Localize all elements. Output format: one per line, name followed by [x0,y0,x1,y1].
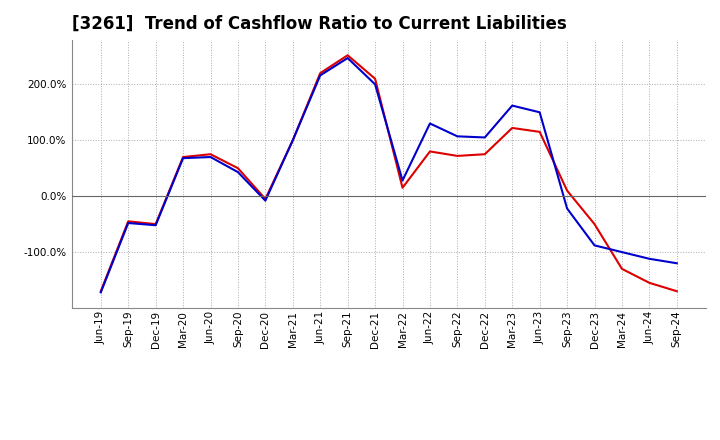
Free CF to Current Liabilities [590,243,599,248]
Free CF to Current Liabilities [151,223,160,228]
Free CF to Current Liabilities [233,169,242,175]
Free CF to Current Liabilities [480,135,489,140]
Line: Free CF to Current Liabilities: Free CF to Current Liabilities [101,58,677,292]
Free CF to Current Liabilities [563,206,572,211]
Free CF to Current Liabilities [124,220,132,226]
Free CF to Current Liabilities [289,138,297,143]
Free CF to Current Liabilities [618,249,626,255]
Operating CF to Current Liabilities [480,152,489,157]
Free CF to Current Liabilities [96,290,105,295]
Operating CF to Current Liabilities [124,219,132,224]
Operating CF to Current Liabilities [371,76,379,81]
Operating CF to Current Liabilities [590,221,599,227]
Free CF to Current Liabilities [206,154,215,160]
Operating CF to Current Liabilities [426,149,434,154]
Free CF to Current Liabilities [672,260,681,266]
Operating CF to Current Liabilities [453,153,462,158]
Free CF to Current Liabilities [316,73,325,78]
Operating CF to Current Liabilities [151,221,160,227]
Free CF to Current Liabilities [453,134,462,139]
Operating CF to Current Liabilities [618,266,626,271]
Free CF to Current Liabilities [343,55,352,61]
Free CF to Current Liabilities [645,256,654,261]
Free CF to Current Liabilities [426,121,434,126]
Free CF to Current Liabilities [371,82,379,87]
Operating CF to Current Liabilities [398,185,407,191]
Free CF to Current Liabilities [398,178,407,183]
Text: [3261]  Trend of Cashflow Ratio to Current Liabilities: [3261] Trend of Cashflow Ratio to Curren… [72,15,567,33]
Operating CF to Current Liabilities [563,188,572,193]
Operating CF to Current Liabilities [672,289,681,294]
Operating CF to Current Liabilities [536,129,544,135]
Operating CF to Current Liabilities [261,196,270,202]
Operating CF to Current Liabilities [96,289,105,294]
Operating CF to Current Liabilities [289,138,297,143]
Operating CF to Current Liabilities [179,154,187,160]
Operating CF to Current Liabilities [645,280,654,286]
Operating CF to Current Liabilities [316,70,325,76]
Free CF to Current Liabilities [179,155,187,161]
Free CF to Current Liabilities [508,103,516,108]
Operating CF to Current Liabilities [343,53,352,58]
Operating CF to Current Liabilities [206,152,215,157]
Free CF to Current Liabilities [261,198,270,203]
Operating CF to Current Liabilities [233,165,242,171]
Line: Operating CF to Current Liabilities: Operating CF to Current Liabilities [101,55,677,291]
Free CF to Current Liabilities [536,110,544,115]
Operating CF to Current Liabilities [508,125,516,131]
